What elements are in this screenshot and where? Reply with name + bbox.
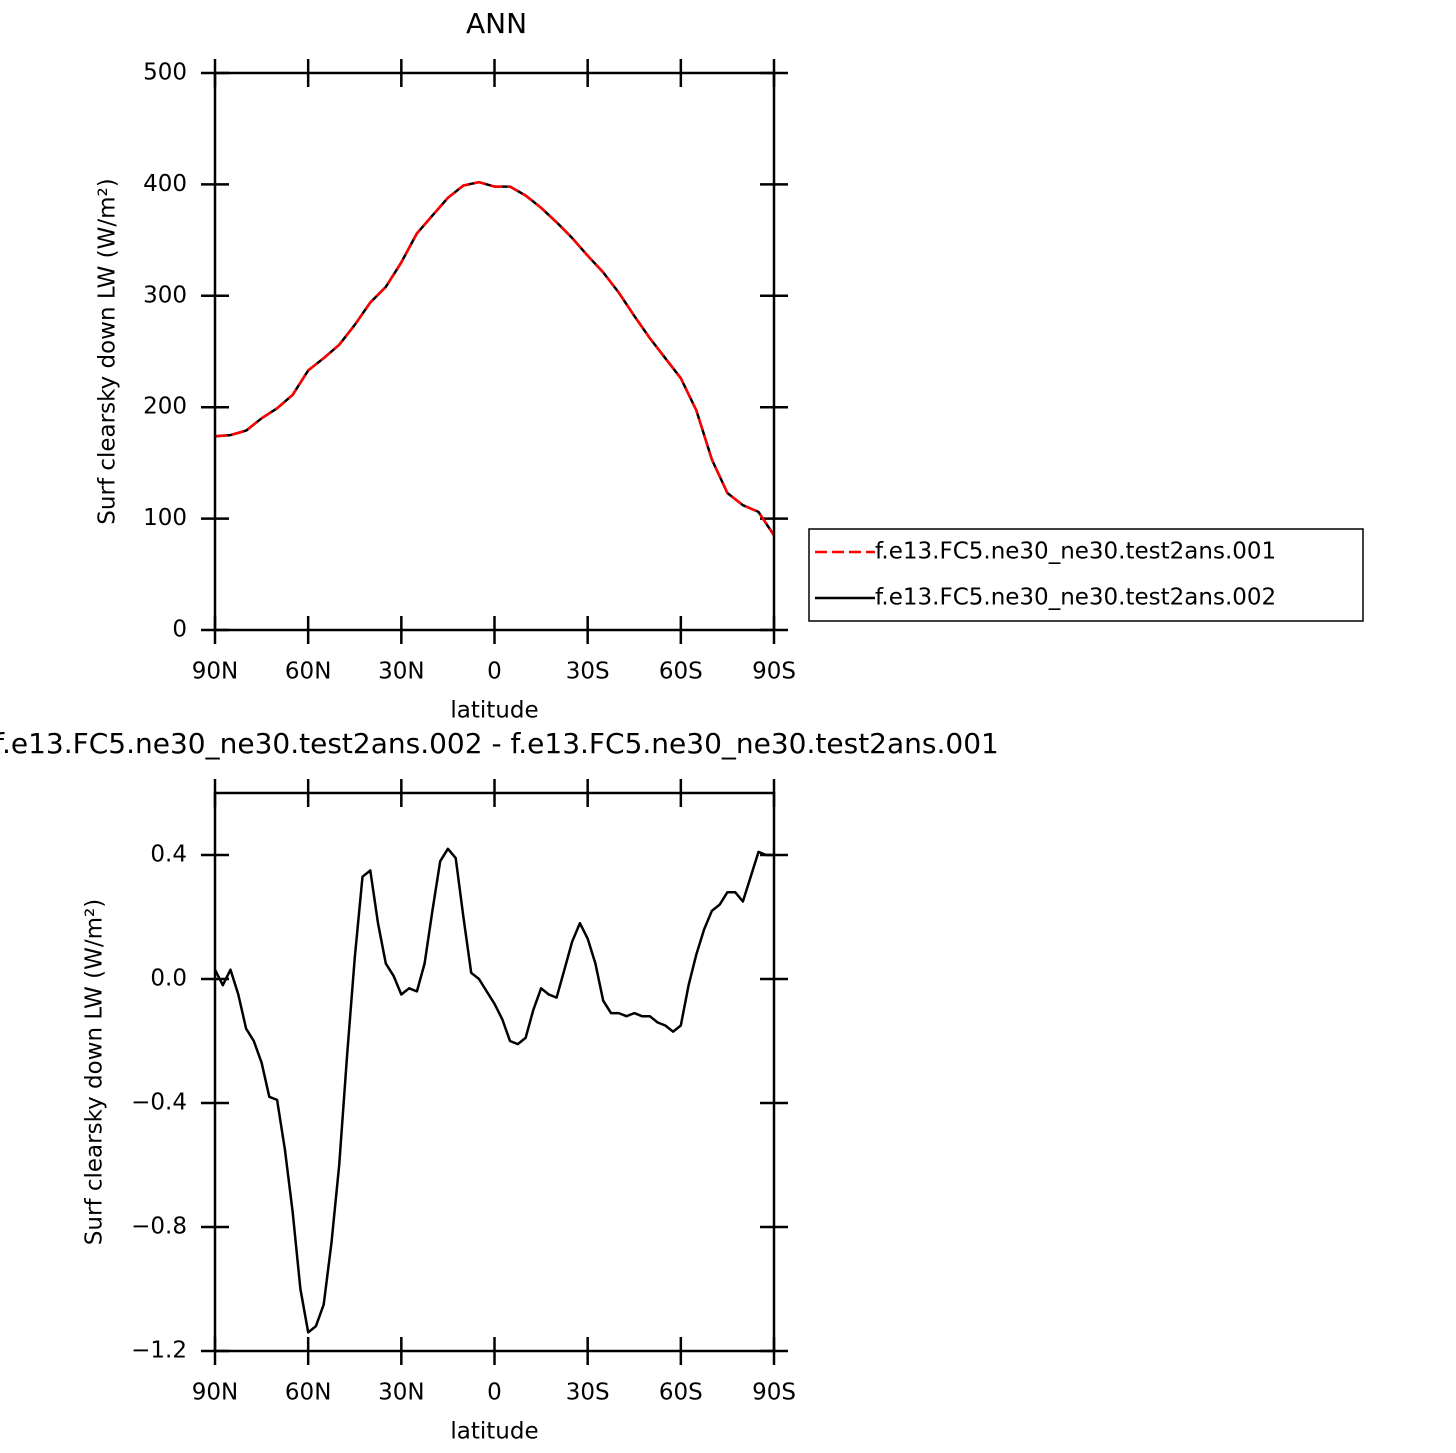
data-line [214, 180, 776, 536]
y-tick-label: −0.4 [131, 1090, 187, 1116]
y-tick-label: 400 [143, 171, 187, 197]
y-tick-label: 100 [143, 505, 187, 531]
x-tick-label: 90N [192, 1380, 238, 1406]
legend-label: f.e13.FC5.ne30_ne30.test2ans.001 [875, 539, 1276, 565]
x-tick-label: 30S [566, 659, 610, 685]
x-tick-label: 30S [566, 1380, 610, 1406]
data-line [213, 847, 774, 1334]
data-line [214, 180, 776, 536]
y-tick-label: −0.8 [131, 1214, 187, 1240]
plot-frame [213, 791, 776, 1353]
x-tick-label: 90S [752, 659, 796, 685]
chart-title: ANN [466, 7, 527, 40]
x-tick-label: 90N [192, 659, 238, 685]
y-tick-label: 300 [143, 282, 187, 308]
x-tick-label: 60N [285, 1380, 331, 1406]
y-tick-label: 0 [172, 617, 187, 643]
plot-frame [213, 71, 776, 632]
x-tick-label: 0 [487, 1380, 502, 1406]
y-axis-label: Surf clearsky down LW (W/m²) [82, 899, 108, 1245]
y-axis-label: Surf clearsky down LW (W/m²) [95, 178, 121, 524]
x-axis-label: latitude [450, 1419, 538, 1445]
x-tick-label: 60S [659, 1380, 703, 1406]
legend-label: f.e13.FC5.ne30_ne30.test2ans.002 [875, 585, 1276, 611]
x-tick-label: 0 [487, 659, 502, 685]
x-tick-label: 30N [378, 1380, 424, 1406]
x-tick-label: 60S [659, 659, 703, 685]
x-tick-label: 30N [378, 659, 424, 685]
x-tick-label: 60N [285, 659, 331, 685]
x-tick-label: 90S [752, 1380, 796, 1406]
x-axis-label: latitude [450, 698, 538, 724]
legend-box [808, 528, 1364, 622]
y-tick-label: 0.0 [150, 966, 187, 992]
y-tick-label: 0.4 [150, 842, 187, 868]
y-tick-label: 200 [143, 394, 187, 420]
y-tick-label: 500 [143, 60, 187, 86]
chart-title: f.e13.FC5.ne30_ne30.test2ans.002 - f.e13… [0, 727, 999, 760]
y-tick-label: −1.2 [131, 1338, 187, 1364]
